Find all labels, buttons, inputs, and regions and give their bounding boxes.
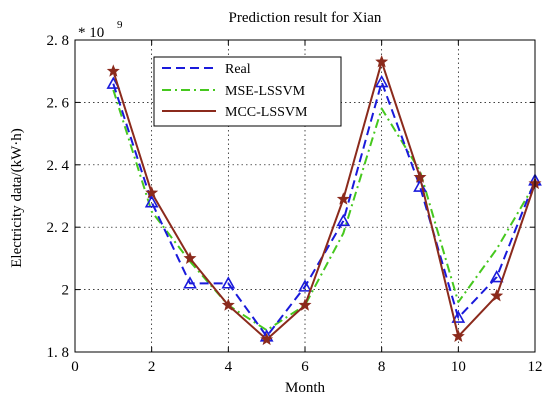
data-point-mcc-lssvm <box>298 298 312 311</box>
x-tick-label: 4 <box>225 359 233 375</box>
y-tick-label: 1. 8 <box>47 345 70 361</box>
series-line-mse-lssvm <box>112 89 536 332</box>
data-point-real <box>374 74 389 88</box>
series-layer <box>106 54 542 346</box>
y-tick-label: 2. 8 <box>47 33 70 49</box>
data-point-mcc-lssvm <box>413 170 427 183</box>
y-tick-label: 2. 2 <box>47 220 70 236</box>
x-tick-label: 12 <box>528 359 543 375</box>
data-point-mcc-lssvm <box>490 288 504 302</box>
y-tick-label: 2 <box>62 283 70 299</box>
data-point-mcc-lssvm <box>451 329 465 342</box>
x-tick-label: 2 <box>148 359 156 375</box>
x-axis-label: Month <box>285 380 326 396</box>
data-point-real <box>221 276 236 289</box>
series-line-mcc-lssvm <box>112 60 536 341</box>
y-multiplier-label: * 10 <box>78 25 104 41</box>
x-tick-label: 0 <box>71 359 79 375</box>
x-tick-label: 6 <box>301 359 309 375</box>
legend-label-real: Real <box>225 62 251 77</box>
y-multiplier-exponent: 9 <box>117 19 123 31</box>
data-point-real <box>451 310 466 323</box>
data-point-real <box>144 195 159 208</box>
data-point-mcc-lssvm <box>183 251 197 264</box>
x-tick-label: 8 <box>378 359 386 375</box>
data-point-real <box>183 276 197 289</box>
legend: Real MSE-LSSVM MCC-LSSVM <box>153 56 342 127</box>
data-point-mcc-lssvm <box>221 298 235 311</box>
legend-label-mcc-lssvm: MCC-LSSVM <box>225 105 308 120</box>
data-point-mcc-lssvm <box>375 54 389 68</box>
data-point-mcc-lssvm <box>145 186 159 199</box>
y-tick-label: 2. 4 <box>47 158 70 174</box>
legend-label-mse-lssvm: MSE-LSSVM <box>225 84 306 99</box>
y-tick-label: 2. 6 <box>47 95 70 111</box>
data-point-mcc-lssvm <box>260 332 274 346</box>
data-point-mcc-lssvm <box>106 64 120 77</box>
legend-box <box>153 56 342 127</box>
data-point-real <box>489 269 504 283</box>
x-tick-label: 10 <box>451 359 466 375</box>
ticks: 0 2 4 6 8 10 12 1. 8 2 2. 2 2. 4 2. 6 2. 8 <box>47 33 543 375</box>
chart-title: Prediction result for Xian <box>229 10 382 26</box>
series-line-real <box>112 81 536 338</box>
data-point-real <box>336 213 351 227</box>
y-axis-label: Electricity data/(kW·h) <box>9 128 25 268</box>
data-point-real <box>298 279 312 292</box>
data-point-mcc-lssvm <box>336 192 350 205</box>
